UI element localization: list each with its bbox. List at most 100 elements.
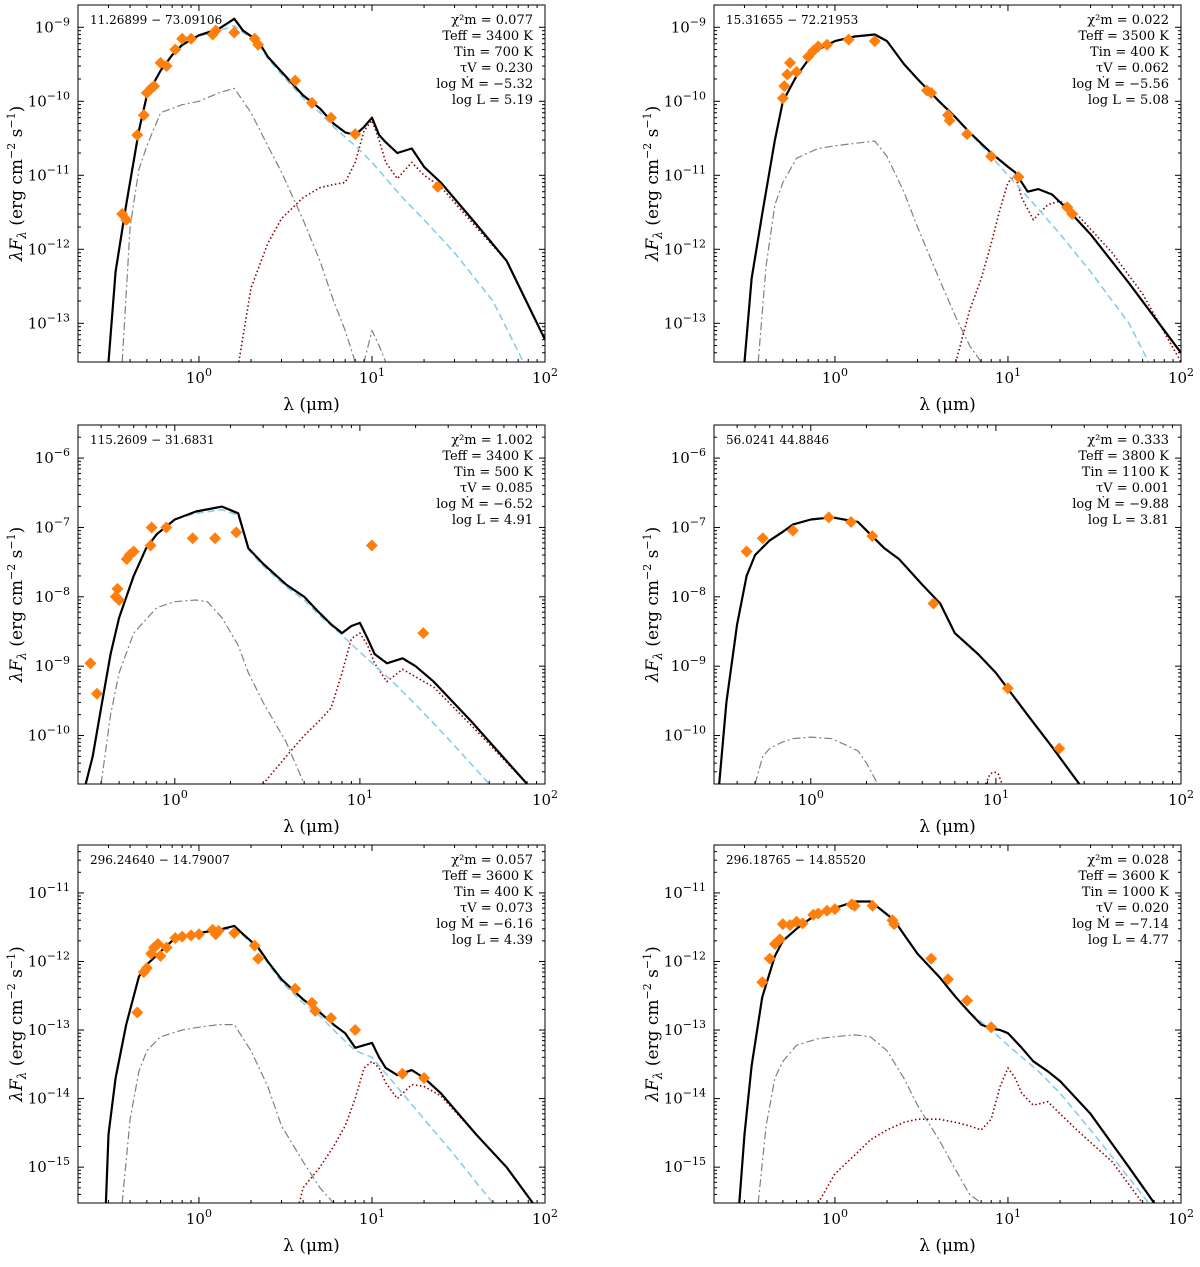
x-tick-label: 100	[186, 1207, 212, 1228]
observed-point	[160, 59, 173, 72]
source-coordinates: 15.31655 − 72.21953	[726, 13, 858, 27]
observed-point	[396, 1067, 409, 1080]
observed-point	[305, 96, 318, 109]
x-tick-label: 101	[347, 788, 373, 809]
observed-point	[185, 32, 198, 45]
fit-parameter: Tin = 700 K	[454, 45, 533, 60]
y-axis-label: λFλ (erg cm−2 s−1)	[641, 527, 665, 684]
observed-point	[160, 941, 173, 954]
y-tick-label: 10−13	[664, 311, 706, 332]
axes-frame	[77, 424, 546, 785]
observed-point	[252, 38, 265, 51]
y-tick-label: 10−10	[28, 89, 70, 110]
y-tick-label: 10−12	[28, 949, 70, 970]
observed-point	[325, 111, 338, 124]
fit-parameter: log Ṁ = −5.32	[436, 75, 533, 92]
x-axis-label: λ (μm)	[283, 817, 340, 837]
observed-point	[812, 40, 825, 53]
y-axis-label-group: λFλ (erg cm−2 s−1)	[5, 527, 29, 684]
observed-point	[111, 582, 124, 595]
fit-parameter: τV = 0.085	[460, 481, 533, 496]
x-axis-label: λ (μm)	[919, 817, 976, 837]
fit-parameter: log Ṁ = −7.14	[1072, 915, 1169, 932]
scattered-model-line	[121, 87, 387, 362]
total-model-line	[743, 33, 1181, 362]
x-tick-label: 102	[532, 366, 558, 387]
y-tick-label: 10−11	[28, 881, 70, 902]
observed-point	[784, 56, 797, 69]
observed-point	[131, 1006, 144, 1019]
plot-content	[107, 17, 545, 362]
observed-point	[763, 952, 776, 965]
source-coordinates: 296.18765 − 14.85520	[726, 853, 866, 867]
y-axis-label: λFλ (erg cm−2 s−1)	[5, 527, 29, 684]
dust-model-line	[817, 1067, 1144, 1203]
fit-parameter: Teff = 3400 K	[442, 449, 533, 464]
observed-point	[888, 918, 901, 931]
plot-content	[84, 505, 528, 784]
plot-content	[104, 923, 534, 1203]
observed-point	[145, 521, 158, 534]
sed-panel-1: 100 101 102 10−13 10−12 10−11 10−10 10−9 λ (μm) λ…	[5, 4, 558, 415]
x-tick-label: 100	[822, 366, 848, 387]
observed-point	[786, 524, 799, 537]
observed-point	[349, 128, 362, 141]
observed-point	[148, 80, 161, 93]
observed-point	[776, 918, 789, 931]
observed-point	[365, 539, 378, 552]
fit-parameter: log L = 4.39	[452, 933, 533, 948]
observed-point	[186, 532, 199, 545]
x-tick-label: 101	[983, 788, 1009, 809]
y-tick-label: 10−11	[664, 163, 706, 184]
fit-parameter: log Ṁ = −5.56	[1072, 75, 1169, 92]
observed-point	[796, 917, 809, 930]
observed-point	[812, 907, 825, 920]
y-axis-label: λFλ (erg cm−2 s−1)	[5, 106, 29, 263]
fit-parameter: Tin = 400 K	[454, 885, 533, 900]
dust-model-line	[955, 174, 1181, 362]
axes-frame	[713, 424, 1182, 785]
fit-parameter: χ²m = 0.333	[1087, 433, 1169, 448]
scattered-model-line	[757, 1034, 982, 1203]
fit-parameter: log Ṁ = −9.88	[1072, 495, 1169, 512]
fit-parameter: Tin = 500 K	[454, 465, 533, 480]
fit-parameter: log L = 5.08	[1088, 93, 1169, 108]
y-axis-label: λFλ (erg cm−2 s−1)	[641, 106, 665, 263]
observed-point	[821, 38, 834, 51]
sed-panel-2: 100 101 102 10−13 10−12 10−11 10−10 10−9 λ (μm) λ…	[641, 4, 1194, 415]
y-tick-label: 10−9	[35, 15, 70, 36]
axes-frame	[77, 4, 546, 363]
observed-point	[176, 32, 189, 45]
y-tick-label: 10−9	[671, 654, 706, 675]
fit-parameter: τV = 0.073	[460, 901, 533, 916]
y-axis-label-group: λFλ (erg cm−2 s−1)	[641, 106, 665, 263]
plot-content	[718, 511, 1081, 784]
observed-point	[192, 928, 205, 941]
total-model-line	[107, 17, 545, 362]
fit-parameter: Teff = 3600 K	[442, 869, 533, 884]
dust-model-line	[298, 1060, 534, 1203]
observed-point	[1053, 742, 1066, 755]
observed-point	[209, 24, 222, 37]
fit-parameter: τV = 0.230	[460, 61, 533, 76]
observed-point	[1001, 682, 1014, 695]
fit-parameter: τV = 0.020	[1096, 901, 1169, 916]
observed-point	[985, 150, 998, 163]
observed-point	[212, 924, 225, 937]
observed-point	[349, 1024, 362, 1037]
x-tick-label: 102	[532, 1207, 558, 1228]
plot-area	[78, 845, 545, 1203]
x-tick-label: 102	[1168, 366, 1194, 387]
x-tick-label: 101	[995, 366, 1021, 387]
x-axis-label: λ (μm)	[919, 1236, 976, 1256]
x-tick-label: 100	[822, 1207, 848, 1228]
observed-point	[140, 962, 153, 975]
observed-point	[868, 35, 881, 48]
observed-point	[941, 973, 954, 986]
y-tick-label: 10−6	[671, 446, 706, 467]
observed-point	[169, 43, 182, 56]
observed-point	[1066, 207, 1079, 220]
observed-point	[154, 950, 167, 963]
observed-point	[248, 939, 261, 952]
fit-parameter: log L = 5.19	[452, 93, 533, 108]
